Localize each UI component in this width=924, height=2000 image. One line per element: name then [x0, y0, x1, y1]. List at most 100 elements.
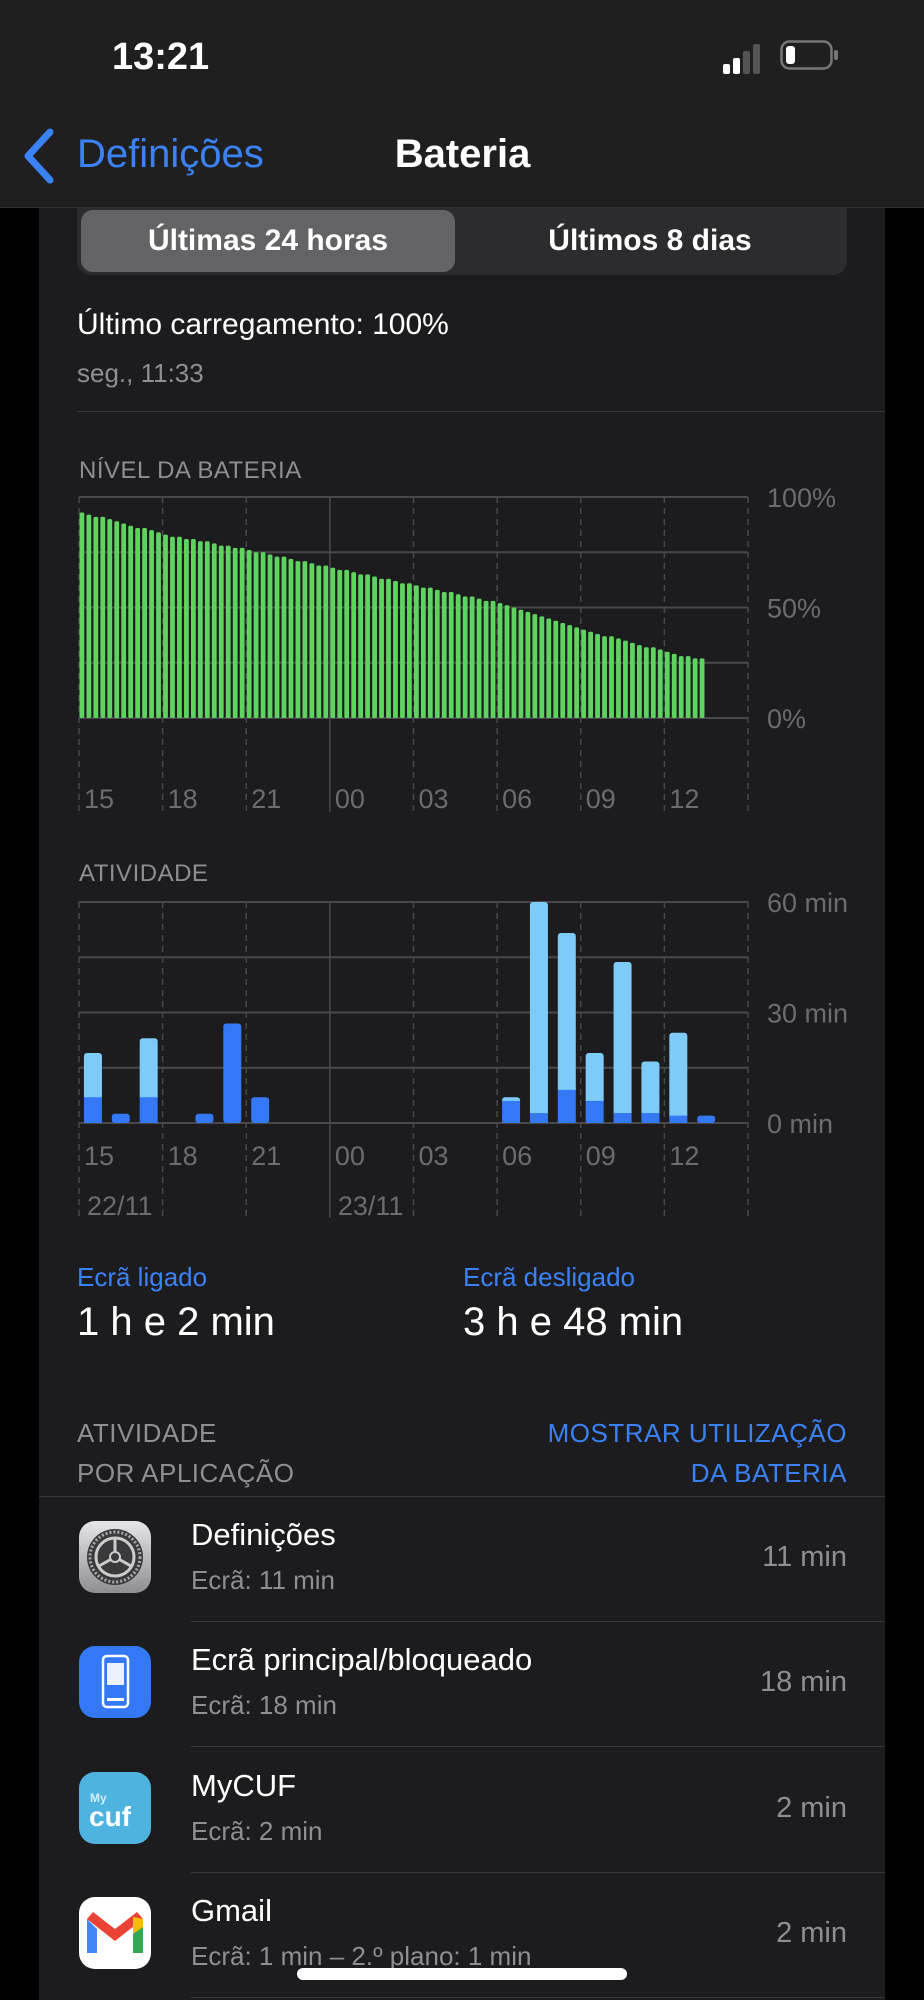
app-name: Gmail: [191, 1893, 272, 1928]
x-tick-label: 03: [419, 784, 449, 814]
x-tick-label: 03: [419, 1141, 449, 1171]
app-usage: 18 min: [759, 1666, 847, 1698]
screen-off-bar: [641, 1061, 660, 1117]
y-tick-label: 30 min: [767, 999, 848, 1029]
battery-bar: [358, 574, 364, 718]
battery-bar: [407, 583, 412, 718]
battery-bar: [678, 656, 684, 718]
battery-bar: [177, 536, 182, 718]
battery-bar: [309, 563, 315, 718]
screen-off-value: 3 h e 48 min: [463, 1300, 684, 1344]
divider: [191, 1621, 885, 1622]
battery-bar: [574, 627, 580, 718]
date-tick-label: 23/11: [338, 1191, 404, 1221]
battery-bar: [623, 640, 628, 718]
divider: [77, 411, 885, 412]
battery-bar: [511, 607, 517, 718]
app-detail: Ecrã: 11 min: [191, 1565, 336, 1595]
battery-bar: [372, 576, 377, 718]
x-tick-label: 12: [669, 784, 699, 814]
battery-bar: [616, 638, 621, 718]
app-row-mycuf[interactable]: My cuf MyCUF Ecrã: 2 min 2 min: [39, 1748, 885, 1873]
battery-bar: [295, 561, 301, 718]
battery-bar: [246, 550, 252, 718]
battery-bar: [197, 541, 203, 718]
app-activity-title-line2: POR APLICAÇÃO: [77, 1458, 295, 1488]
screen-on-bar: [557, 1089, 576, 1123]
back-chevron-icon[interactable]: [20, 128, 60, 184]
x-tick-label: 00: [335, 1141, 365, 1171]
battery-bar: [469, 596, 475, 718]
back-button[interactable]: Definições: [77, 132, 264, 176]
battery-bar: [114, 521, 120, 718]
battery-bar: [330, 567, 336, 718]
x-tick-label: 09: [586, 784, 616, 814]
screen-on-bar: [613, 1113, 632, 1123]
battery-bar: [365, 574, 370, 718]
screen-off-bar: [529, 902, 548, 1117]
svg-text:My: My: [90, 1791, 107, 1805]
screen-on-bar: [585, 1100, 604, 1123]
battery-bar: [156, 532, 161, 718]
battery-bar: [420, 587, 426, 718]
activity-chart: 15 18 21 00 03 06 09 12 60 min 30 min 0 min 22/11 23…: [78, 888, 848, 1221]
signal-icon: [723, 44, 760, 74]
battery-bar: [107, 519, 113, 718]
x-tick-label: 06: [502, 784, 532, 814]
battery-bar: [218, 545, 224, 718]
app-usage: 2 min: [776, 1917, 847, 1949]
x-tick-label: 12: [669, 1141, 699, 1171]
battery-bar: [650, 647, 656, 718]
screen-on-bar: [223, 1023, 242, 1123]
battery-bar: [149, 530, 154, 718]
app-name: Ecrã principal/bloqueado: [191, 1642, 533, 1677]
screen-on-bar: [195, 1113, 214, 1123]
nav-header: 13:21 Definições Bateria: [0, 0, 924, 208]
battery-bar: [671, 653, 677, 718]
tab-last-8-days[interactable]: Últimos 8 dias: [548, 224, 752, 257]
battery-bar: [260, 552, 266, 718]
screen-on-bar: [111, 1113, 130, 1123]
battery-bar: [553, 620, 559, 718]
divider: [191, 1746, 885, 1747]
battery-bar: [441, 592, 447, 718]
status-time: 13:21: [112, 36, 210, 78]
show-battery-usage-button[interactable]: MOSTRAR UTILIZAÇÃO DA BATERIA: [548, 1413, 847, 1493]
battery-bar: [302, 561, 308, 718]
battery-bar: [344, 569, 350, 718]
battery-bar: [393, 580, 398, 718]
app-row-home-lock-screen[interactable]: Ecrã principal/bloqueado Ecrã: 18 min 18…: [39, 1622, 885, 1747]
battery-bar: [518, 609, 524, 718]
battery-bar: [657, 649, 663, 718]
app-row-settings[interactable]: Definições Ecrã: 11 min 11 min: [39, 1497, 885, 1622]
screen-on-bar: [697, 1115, 716, 1123]
x-tick-label: 09: [586, 1141, 616, 1171]
battery-bar: [546, 618, 552, 718]
y-tick-label: 60 min: [767, 888, 848, 918]
y-tick-label: 0 min: [767, 1109, 833, 1139]
battery-bar: [253, 552, 259, 718]
battery-bar: [100, 516, 106, 718]
battery-bar: [532, 614, 538, 718]
battery-bar: [455, 594, 461, 718]
app-row-gmail[interactable]: Gmail Ecrã: 1 min – 2.º plano: 1 min 2 m…: [39, 1873, 885, 1998]
tab-last-24-hours[interactable]: Últimas 24 horas: [81, 210, 455, 272]
battery-level-chart: 15 18 21 00 03 06 09 12 100% 50% 0%: [78, 483, 836, 814]
last-charge-label: Último carregamento: 100%: [77, 308, 449, 341]
content-card: [39, 0, 885, 2000]
svg-text:cuf: cuf: [89, 1801, 132, 1832]
battery-bar: [581, 629, 587, 718]
app-usage: 11 min: [762, 1541, 847, 1573]
screen-on-bar: [251, 1097, 270, 1123]
x-tick-label: 06: [502, 1141, 532, 1171]
battery-bar: [525, 611, 531, 718]
y-tick-label: 0%: [767, 704, 806, 734]
screen-on-label: Ecrã ligado: [77, 1262, 208, 1292]
battery-bar: [225, 545, 231, 718]
home-indicator[interactable]: [297, 1968, 627, 1980]
app-detail: Ecrã: 18 min: [191, 1690, 337, 1720]
activity-title: ATIVIDADE: [79, 860, 209, 887]
mycuf-logo-icon: My cuf: [79, 1772, 151, 1844]
screen-off-bar: [613, 962, 632, 1117]
y-tick-label: 50%: [767, 594, 821, 624]
